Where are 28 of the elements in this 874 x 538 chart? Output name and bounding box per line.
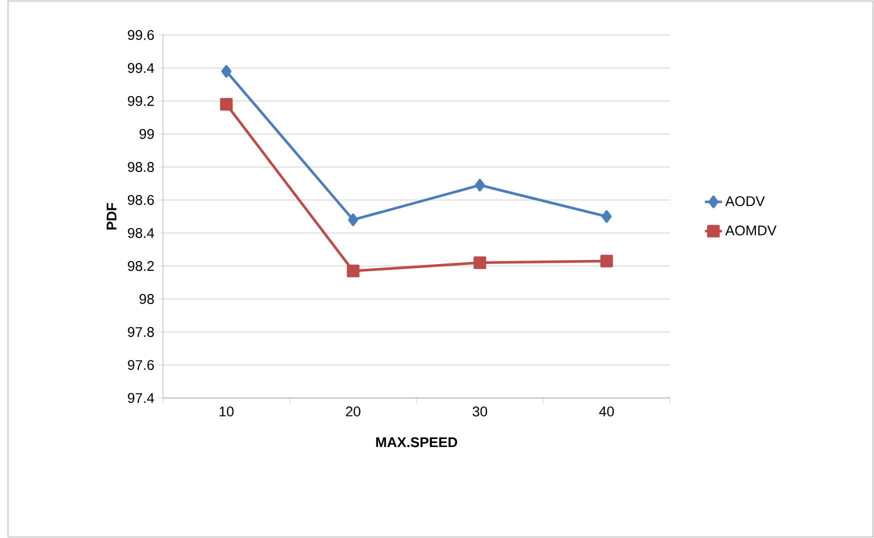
y-tick-label: 98.2 xyxy=(128,261,154,271)
y-axis-title: PDF xyxy=(106,203,116,230)
y-tick-label: 97.4 xyxy=(128,393,154,403)
y-tick-label: 97.8 xyxy=(128,327,154,337)
x-tick-label: 40 xyxy=(599,406,614,416)
y-tick-label: 98.4 xyxy=(128,228,154,238)
x-axis-title: MAX.SPEED xyxy=(376,437,458,448)
point xyxy=(474,256,486,269)
point xyxy=(600,254,613,268)
y-tick-label: 99.6 xyxy=(128,30,154,40)
point xyxy=(474,178,485,192)
x-tick-label: 20 xyxy=(346,406,360,416)
x-tick-label: 10 xyxy=(220,406,234,416)
legend-label: AODV xyxy=(725,196,765,206)
legend-label: AOMDV xyxy=(725,225,776,236)
point xyxy=(346,264,360,278)
point xyxy=(602,210,612,223)
y-tick-label: 99 xyxy=(140,129,154,139)
y-tick-label: 97.6 xyxy=(128,360,154,370)
x-tick-label: 30 xyxy=(472,406,488,416)
y-tick-label: 99.4 xyxy=(128,63,154,73)
y-tick-label: 98.8 xyxy=(128,162,154,172)
y-tick-label: 98 xyxy=(140,294,154,304)
y-tick-label: 99.2 xyxy=(128,96,154,106)
y-tick-label: 98.6 xyxy=(128,195,154,205)
point xyxy=(348,213,358,226)
point xyxy=(221,64,232,78)
point xyxy=(220,98,233,111)
